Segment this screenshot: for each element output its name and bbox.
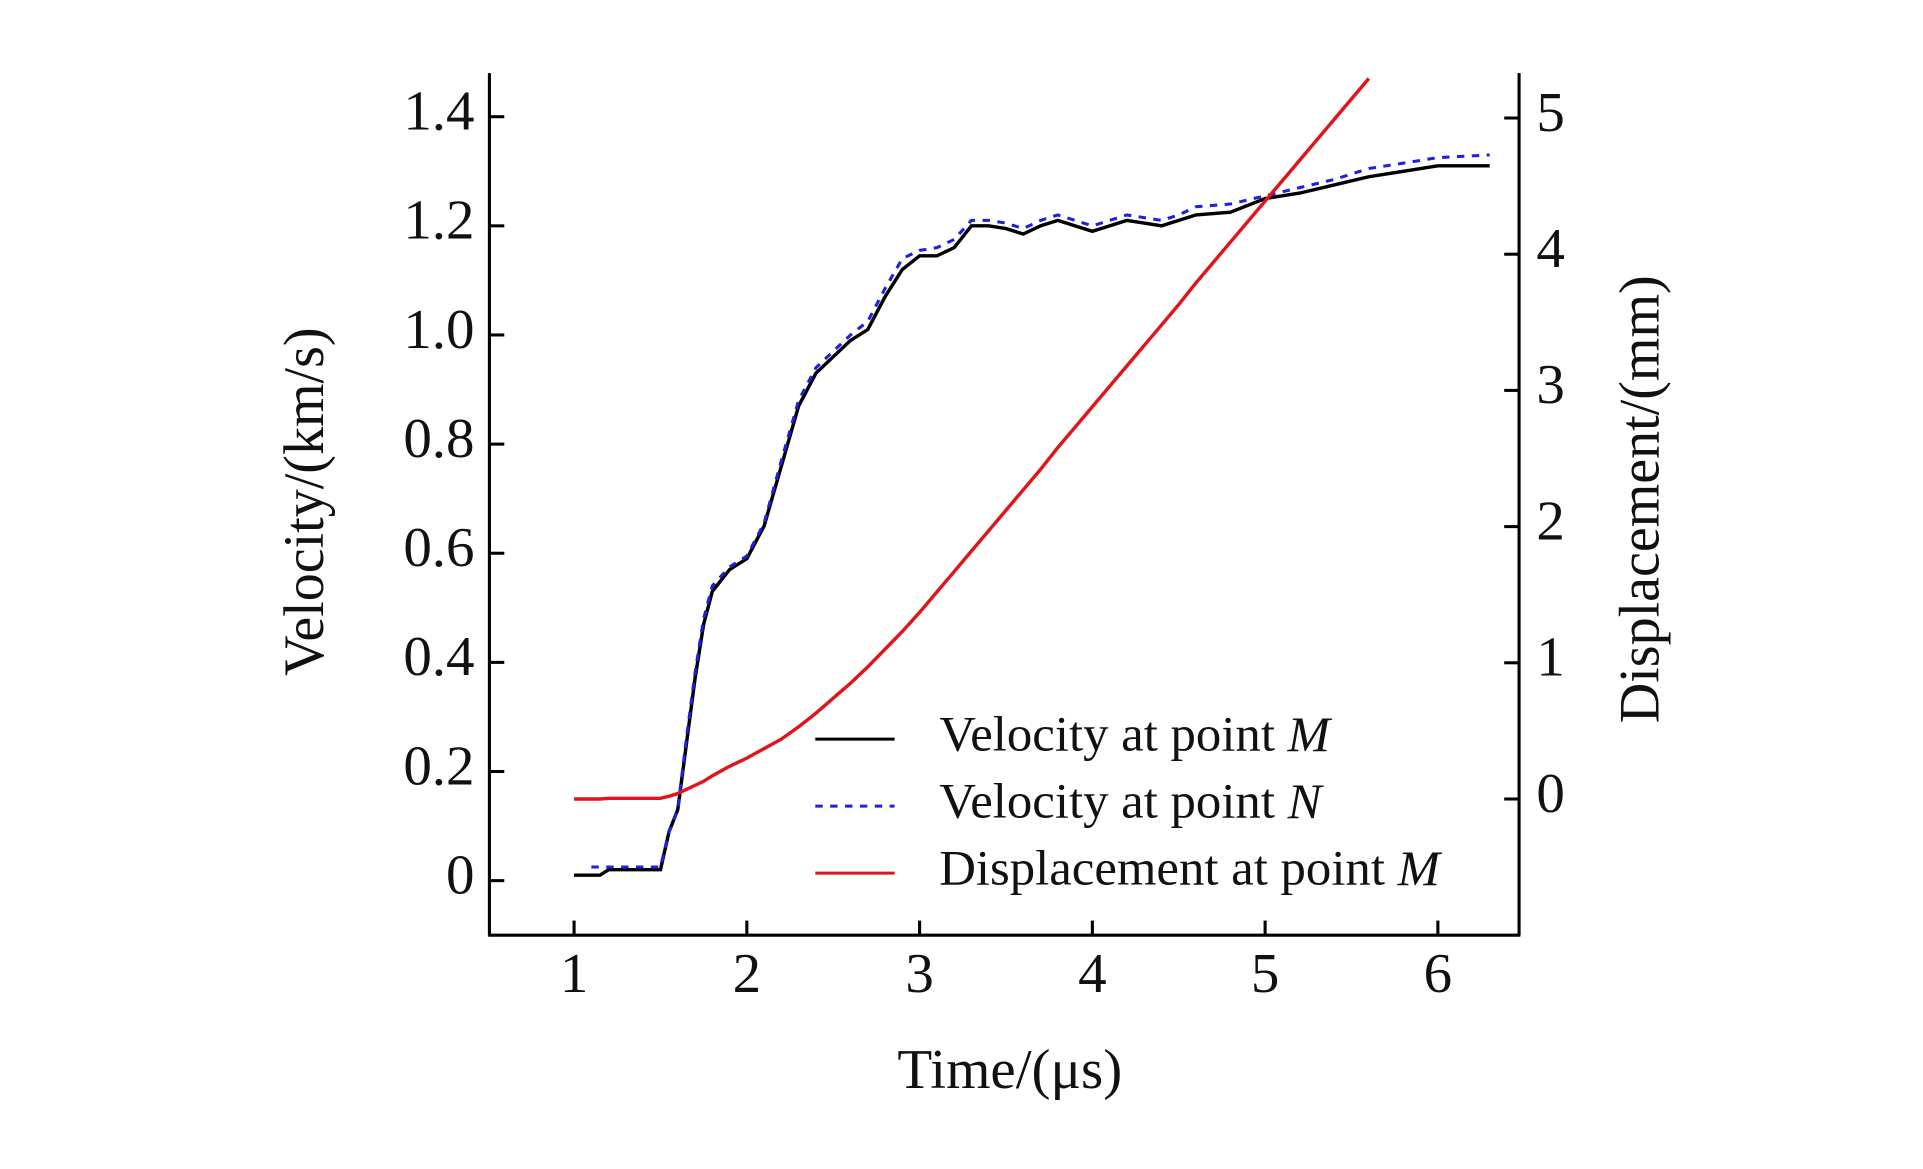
- series-line: [574, 164, 1490, 877]
- x-tick-label: 3: [905, 943, 933, 1004]
- y-tick-label: 0.8: [403, 408, 474, 469]
- y-tick-label: 0.2: [403, 736, 474, 797]
- plot-area: [574, 77, 1490, 877]
- y2-tick-label: 0: [1536, 763, 1564, 824]
- legend-label: Displacement at point M: [939, 840, 1443, 896]
- y2-tick-label: 5: [1536, 82, 1564, 143]
- series-line: [591, 153, 1490, 869]
- y-tick-label: 0.6: [403, 518, 474, 579]
- x-axis-title: Time/(μs): [897, 1040, 1122, 1101]
- y2-axis-title: Displacement/(mm): [1609, 275, 1672, 723]
- x-tick-label: 5: [1251, 943, 1279, 1004]
- y-tick-label: 0.4: [403, 627, 474, 688]
- y2-tick-label: 4: [1536, 218, 1564, 279]
- y-tick-label: 1.2: [403, 190, 474, 251]
- legend-label: Velocity at point N: [939, 773, 1324, 829]
- y-tick-label: 1.0: [403, 299, 474, 360]
- y-tick-label: 0: [446, 845, 474, 906]
- y-axis-title: Velocity/(km/s): [273, 327, 336, 675]
- x-tick-label: 2: [733, 943, 761, 1004]
- legend-label: Velocity at point M: [939, 706, 1333, 762]
- y2-tick-label: 1: [1536, 627, 1564, 688]
- x-tick-label: 6: [1424, 943, 1452, 1004]
- y2-tick-label: 3: [1536, 355, 1564, 416]
- y2-tick-label: 2: [1536, 491, 1564, 552]
- x-tick-label: 4: [1078, 943, 1106, 1004]
- y-tick-label: 1.4: [403, 81, 474, 142]
- x-tick-label: 1: [560, 943, 588, 1004]
- series-line: [574, 77, 1371, 801]
